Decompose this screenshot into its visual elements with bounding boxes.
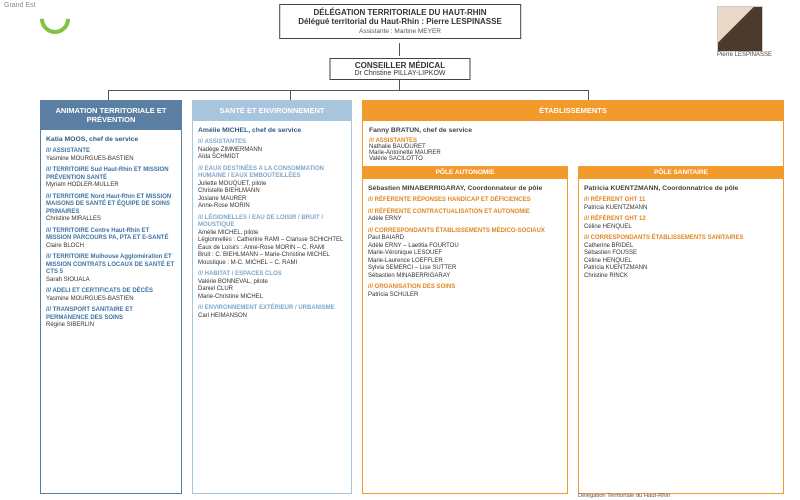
section-names: Myriam HODLER-MULLER	[46, 182, 176, 190]
etab-header: ÉTABLISSEMENTS	[362, 100, 784, 121]
section-names: Céline HENQUEL	[584, 224, 778, 232]
conseiller-title: CONSEILLER MÉDICAL	[354, 61, 445, 70]
sante-header: SANTÉ ET ENVIRONNEMENT	[192, 100, 352, 121]
pole-sanitaire-body: Patricia KUENTZMANN, Coordonnatrice de p…	[578, 179, 784, 494]
delegation-title: DÉLÉGATION TERRITORIALE DU HAUT-RHIN	[298, 8, 502, 17]
section-title: /// RÉFÉRENT GHT 12	[584, 216, 778, 224]
section-names: Patricia SCHULER	[368, 292, 562, 300]
delegate-photo-box: Pierre LESPINASSE	[717, 6, 772, 58]
etab-assist-names: Nathalie BAUDURET Marie-Antoinette MAURE…	[369, 144, 777, 162]
section-title: /// TERRITOIRE Mulhouse Agglomération ET…	[46, 254, 176, 277]
logo-curve	[34, 0, 76, 40]
pole-sanitaire-coord: Patricia KUENTZMANN, Coordonnatrice de p…	[584, 185, 778, 193]
section-names: Patricia KUENTZMANN	[584, 205, 778, 213]
delegate-photo-caption: Pierre LESPINASSE	[717, 52, 772, 58]
animation-body: Katia MOOS, chef de service /// ASSISTAN…	[40, 130, 182, 494]
section-names: Sarah SIOUALA	[46, 277, 176, 285]
section-title: /// TERRITOIRE Centre Haut-Rhin ET MISSI…	[46, 228, 176, 243]
col-animation: ANIMATION TERRITORIALE ET PRÉVENTION Kat…	[40, 100, 182, 494]
connector	[108, 90, 109, 100]
section-names: Yasmine MOURGUES-BASTIEN	[46, 156, 176, 164]
col-sante: SANTÉ ET ENVIRONNEMENT Amélie MICHEL, ch…	[192, 100, 352, 494]
pole-autonomie-body: Sébastien MINABERRIGARAY, Coordonnateur …	[362, 179, 568, 494]
region-label: Grand Est	[4, 2, 36, 9]
section-names: Yasmine MOURGUES-BASTIEN	[46, 296, 176, 304]
section-names: Nadège ZIMMERMANN Aïda SCHMIDT	[198, 147, 346, 162]
section-title: /// ENVIRONNEMENT EXTÉRIEUR / URBANISME	[198, 305, 346, 313]
col-etablissements: ÉTABLISSEMENTS Fanny BRATUN, chef de ser…	[362, 100, 784, 494]
section-names: Claire BLOCH	[46, 243, 176, 251]
pole-sanitaire-header: PÔLE SANITAIRE	[578, 166, 784, 179]
section-names: Adèle ERNY	[368, 216, 562, 224]
delegate-name: Délégué territorial du Haut-Rhin : Pierr…	[298, 17, 502, 26]
footer-note: Délégation Territoriale du Haut-Rhin	[578, 493, 670, 499]
section-title: /// RÉFÉRENTE CONTRACTUALISATION ET AUTO…	[368, 209, 562, 217]
section-title: /// EAUX DESTINÉES A LA CONSOMMATION HUM…	[198, 166, 346, 181]
connector	[108, 90, 588, 91]
etab-strip: Fanny BRATUN, chef de service /// ASSIST…	[362, 121, 784, 166]
sante-chef: Amélie MICHEL, chef de service	[198, 127, 346, 135]
section-title: /// RÉFÉRENT GHT 11	[584, 197, 778, 205]
section-title: /// CORRESPONDANTS ÉTABLISSEMENTS MÉDICO…	[368, 228, 562, 236]
section-title: /// ASSISTANTES	[198, 139, 346, 147]
etab-chef: Fanny BRATUN, chef de service	[369, 127, 777, 134]
section-title: /// HABITAT / ESPACES CLOS	[198, 271, 346, 279]
section-names: Catherine BRIDEL Sébastien FOUSSE Céline…	[584, 243, 778, 281]
section-names: Paul BAIARD Adèle ERNY – Laetitia FOURTO…	[368, 235, 562, 280]
section-names: Valérie BONNEVAL, pilote Daniel CLUR Mar…	[198, 279, 346, 302]
section-title: /// ADELI ET CERTIFICATS DE DÉCÈS	[46, 288, 176, 296]
connector	[588, 90, 589, 100]
section-title: /// LÉGIONELLES / EAU DE LOISIR / BRUIT …	[198, 215, 346, 230]
animation-header: ANIMATION TERRITORIALE ET PRÉVENTION	[40, 100, 182, 130]
pole-autonomie-header: PÔLE AUTONOMIE	[362, 166, 568, 179]
section-title: /// ORGANISATION DES SOINS	[368, 284, 562, 292]
section-title: /// CORRESPONDANTS ÉTABLISSEMENTS SANITA…	[584, 235, 778, 243]
pole-autonomie: PÔLE AUTONOMIE Sébastien MINABERRIGARAY,…	[362, 166, 568, 494]
pole-sanitaire: PÔLE SANITAIRE Patricia KUENTZMANN, Coor…	[578, 166, 784, 494]
section-names: Christine MIRALLES	[46, 216, 176, 224]
delegate-photo	[717, 6, 763, 52]
sante-body: Amélie MICHEL, chef de service /// ASSIS…	[192, 121, 352, 494]
section-title: /// TERRITOIRE Sud Haut-Rhin ET MISSION …	[46, 167, 176, 182]
section-title: /// TRANSPORT SANITAIRE ET PERMANENCE DE…	[46, 307, 176, 322]
section-title: /// TERRITOIRE Nord Haut-Rhin ET MISSION…	[46, 194, 176, 217]
section-names: Amélie MICHEL, pilote Légionnelles : Cat…	[198, 230, 346, 268]
pole-autonomie-coord: Sébastien MINABERRIGARAY, Coordonnateur …	[368, 185, 562, 193]
connector	[290, 90, 291, 100]
conseiller-box: CONSEILLER MÉDICAL Dr Christine PILLAY-L…	[329, 58, 470, 80]
section-title: /// ASSISTANTE	[46, 148, 176, 156]
delegate-assistant: Assistante : Martine MEYER	[298, 28, 502, 35]
section-title: /// RÉFÉRENTE RÉPONSES HANDICAP ET DÉFIC…	[368, 197, 562, 205]
animation-chef: Katia MOOS, chef de service	[46, 136, 176, 144]
connector	[399, 43, 400, 56]
section-names: Juliette MOUQUET, pilote Christelle BIEH…	[198, 181, 346, 211]
conseiller-name: Dr Christine PILLAY-LIPKOW	[354, 70, 445, 77]
section-names: Régine SIBERLIN	[46, 322, 176, 330]
delegation-header-box: DÉLÉGATION TERRITORIALE DU HAUT-RHIN Dél…	[279, 4, 521, 39]
connector	[399, 80, 400, 90]
section-names: Carl HEIMANSON	[198, 313, 346, 321]
